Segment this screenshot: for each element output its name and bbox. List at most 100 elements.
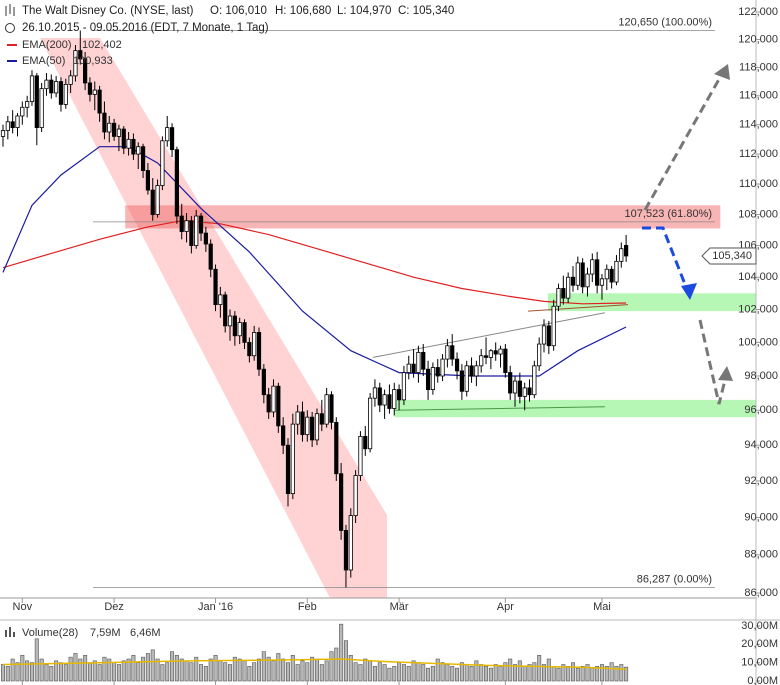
candle-body [609,268,614,283]
volume-bar [68,656,73,682]
volume-bar [310,656,315,682]
candle-body [252,332,257,357]
volume-ema-legend-value: 6,46M [130,627,161,639]
volume-bar [580,666,585,682]
volume-bar [136,662,141,682]
candle-body [464,365,469,392]
candle-body [377,387,382,406]
volume-bar [63,664,68,682]
candle-body [169,127,175,151]
volume-bar [15,662,20,682]
volume-bar [281,658,286,682]
volume-bar [450,666,455,682]
volume-ema [2,658,627,670]
y-tick-label: 94,000 [744,439,778,451]
candle-body [450,345,455,360]
y-tick-label: 116,000 [739,90,778,102]
candle-body [454,358,460,372]
volume-bar [199,664,204,682]
volume-bar [34,638,39,682]
candle-body [111,122,117,137]
volume-bar [218,660,223,682]
ema-line [2,220,627,305]
forecast-arrows [642,73,727,405]
volume-bar [469,666,474,682]
candle-body [155,185,160,215]
volume-icon [5,627,15,637]
candle-body [150,189,155,215]
volume-bar [430,666,435,682]
candle-body [295,411,300,425]
volume-bar [300,660,305,682]
volume-legend: Volume(28) [22,627,78,639]
volume-bar [522,666,527,682]
candle-body [136,146,141,155]
candle-body [126,138,131,149]
candle-body [430,367,436,390]
candle-body [15,115,20,129]
candle-body [10,121,15,129]
volume-bar [624,666,629,682]
volume-tick-label: 10,00M [741,657,778,669]
candle-body [382,394,387,406]
candle-body [5,121,10,131]
volume-bar [165,662,170,682]
volume-bar [508,658,513,682]
volume-bar [266,656,271,682]
candle-body [63,83,68,105]
candle-body [372,387,378,399]
y-tick-label: 88,000 [744,549,778,561]
volume-bar [619,664,624,682]
volume-bar [213,655,218,682]
ohlc-high: H: 106,680 [275,5,331,17]
volume-bar [426,667,431,682]
zone [394,399,756,418]
candle-body [416,351,421,373]
candle-body [459,370,464,392]
candle-body [83,58,88,84]
candle-body [184,220,189,232]
candle-body [20,106,25,117]
candle-body [440,358,445,377]
candle-body [474,365,479,377]
candle-body [595,259,600,286]
volume-bar [604,666,609,682]
legend-label: EMA(200) [22,39,72,51]
volume-bar [595,666,600,682]
volume-bar [78,658,83,682]
volume-bar [126,658,131,682]
volume-bar [160,664,165,682]
candle-body [194,215,199,246]
volume-bar [242,660,247,682]
candle-body [121,128,126,149]
volume-bar [488,667,493,682]
volume-bar [189,662,194,682]
candle-body [92,89,97,95]
volume-bar [537,655,542,682]
candle-body [49,79,54,94]
volume-bar [343,640,348,682]
x-tick-label: Jan '16 [198,601,233,613]
volume-bar [566,666,571,682]
candle-body [285,444,291,495]
volume-bar [20,655,25,682]
candle-body [174,149,179,217]
volume-bar [145,653,150,682]
volume-bar [39,658,44,682]
volume-bar [546,658,551,682]
volume-bar [203,666,208,682]
volume-bar [49,666,54,682]
y-tick-label: 92,000 [744,475,778,487]
trend-channel [40,38,387,598]
candle-body [324,394,329,425]
volume-bar [459,662,464,682]
trend-line [395,406,605,411]
volume-bar [25,660,30,682]
volume-tick-label: 0,00M [747,675,778,685]
candle-body [387,394,392,409]
volume-bar [599,664,604,682]
legend-value: 102,402 [82,39,122,51]
candle-body [541,325,547,345]
candle-body [425,368,431,390]
candle-body [189,220,194,246]
